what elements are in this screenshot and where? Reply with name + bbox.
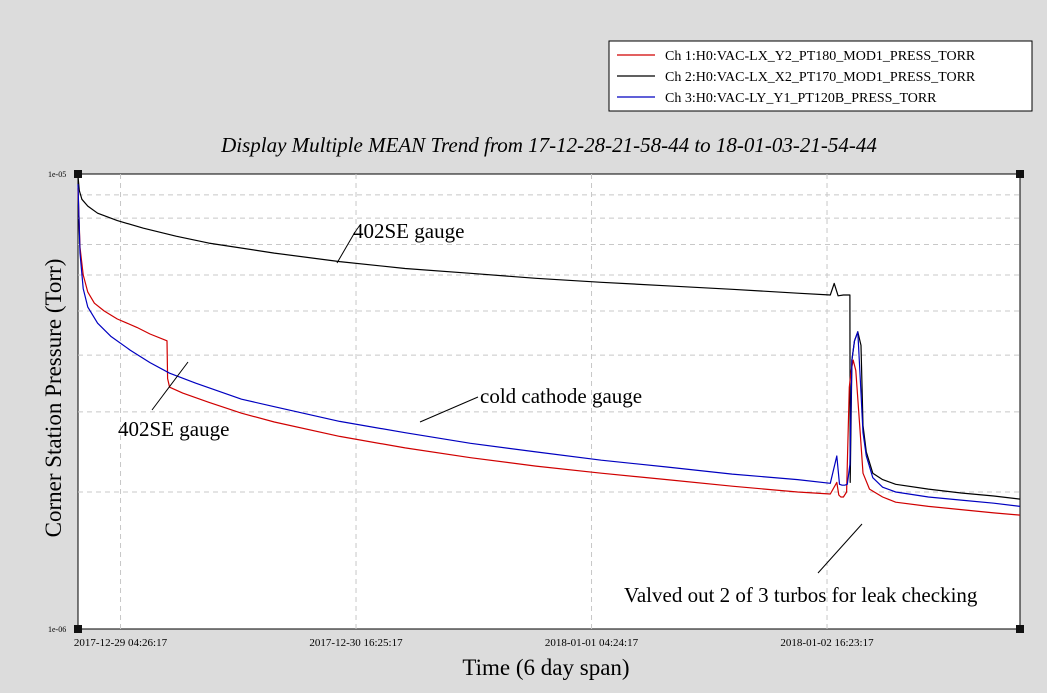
legend-box xyxy=(608,40,1033,112)
x-axis-label: Time (6 day span) xyxy=(462,655,629,680)
legend-label-ch2: Ch 2:H0:VAC-LX_X2_PT170_MOD1_PRESS_TORR xyxy=(665,70,976,85)
grid xyxy=(78,174,1020,629)
annotation-cold-cathode-pointer xyxy=(419,396,479,423)
legend-label-ch3: Ch 3:H0:VAC-LY_Y1_PT120B_PRESS_TORR xyxy=(665,91,937,106)
x-tick-label: 2018-01-02 16:23:17 xyxy=(780,637,874,649)
corner-handle-bottom-left[interactable] xyxy=(74,625,82,633)
series-line-ch3 xyxy=(77,184,1021,507)
y-tick-label-top: 1e-05 xyxy=(48,170,66,179)
legend-label-ch1: Ch 1:H0:VAC-LX_Y2_PT180_MOD1_PRESS_TORR xyxy=(665,49,976,64)
y-tick-label-bottom: 1e-06 xyxy=(48,625,66,634)
y-axis-label: Corner Station Pressure (Torr) xyxy=(41,259,66,538)
annotations: 402SE gauge 402SE gauge cold cathode gau… xyxy=(118,219,978,607)
annotation-402se-lower: 402SE gauge xyxy=(118,417,229,441)
series-line-ch1 xyxy=(77,188,1021,516)
series-group xyxy=(77,175,1021,516)
annotation-402se-lower-pointer xyxy=(151,361,189,411)
annotation-valved-out-pointer xyxy=(817,523,863,574)
series-line-ch2 xyxy=(77,175,1021,500)
corner-handle-bottom-right[interactable] xyxy=(1016,625,1024,633)
annotation-402se-upper: 402SE gauge xyxy=(353,219,464,243)
x-tick-label: 2017-12-30 16:25:17 xyxy=(309,637,403,649)
x-tick-label: 2017-12-29 04:26:17 xyxy=(74,637,168,649)
annotation-402se-upper-pointer xyxy=(336,231,356,264)
annotation-valved-out: Valved out 2 of 3 turbos for leak checki… xyxy=(624,583,978,607)
chart-title: Display Multiple MEAN Trend from 17-12-2… xyxy=(220,133,877,157)
x-tick-label: 2018-01-01 04:24:17 xyxy=(545,637,639,649)
corner-handle-top-left[interactable] xyxy=(74,170,82,178)
legend: Ch 1:H0:VAC-LX_Y2_PT180_MOD1_PRESS_TORR … xyxy=(608,40,1033,112)
corner-handle-top-right[interactable] xyxy=(1016,170,1024,178)
x-tick-labels: 2017-12-29 04:26:17 2017-12-30 16:25:17 20… xyxy=(74,637,874,649)
annotation-cold-cathode: cold cathode gauge xyxy=(480,384,642,408)
